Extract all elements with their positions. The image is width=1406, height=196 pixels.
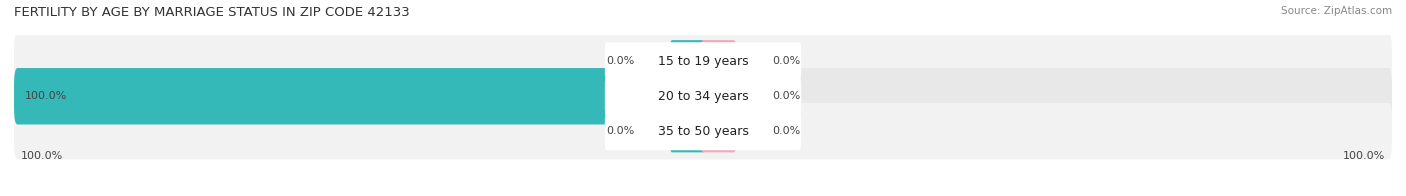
FancyBboxPatch shape <box>14 68 1392 124</box>
FancyBboxPatch shape <box>14 103 1392 159</box>
FancyBboxPatch shape <box>605 112 801 150</box>
Text: 15 to 19 years: 15 to 19 years <box>658 55 748 68</box>
Text: Source: ZipAtlas.com: Source: ZipAtlas.com <box>1281 6 1392 16</box>
Text: 20 to 34 years: 20 to 34 years <box>658 90 748 103</box>
Text: 100.0%: 100.0% <box>1343 151 1385 161</box>
FancyBboxPatch shape <box>702 75 737 118</box>
Text: 0.0%: 0.0% <box>772 56 800 66</box>
Text: 0.0%: 0.0% <box>606 126 634 136</box>
Text: 0.0%: 0.0% <box>606 56 634 66</box>
FancyBboxPatch shape <box>669 110 704 152</box>
Text: 0.0%: 0.0% <box>772 91 800 101</box>
FancyBboxPatch shape <box>14 68 706 124</box>
FancyBboxPatch shape <box>605 77 801 115</box>
FancyBboxPatch shape <box>669 40 704 83</box>
FancyBboxPatch shape <box>702 40 737 83</box>
FancyBboxPatch shape <box>702 110 737 152</box>
FancyBboxPatch shape <box>605 42 801 81</box>
Text: 100.0%: 100.0% <box>24 91 66 101</box>
FancyBboxPatch shape <box>14 33 1392 90</box>
Text: 100.0%: 100.0% <box>21 151 63 161</box>
Text: 35 to 50 years: 35 to 50 years <box>658 125 748 138</box>
Text: FERTILITY BY AGE BY MARRIAGE STATUS IN ZIP CODE 42133: FERTILITY BY AGE BY MARRIAGE STATUS IN Z… <box>14 6 409 19</box>
Text: 0.0%: 0.0% <box>772 126 800 136</box>
